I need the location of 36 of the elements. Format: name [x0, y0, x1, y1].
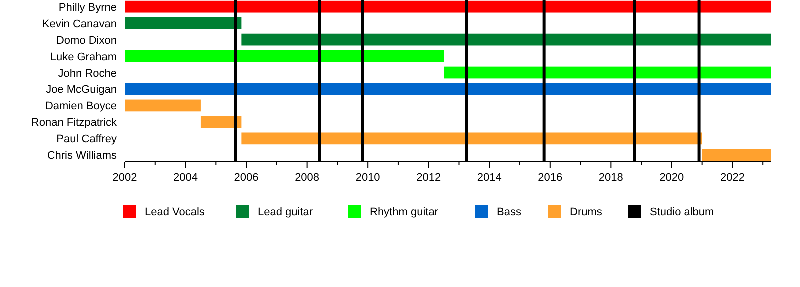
y-tick-label: Domo Dixon — [56, 34, 117, 47]
legend-label: Drums — [570, 206, 603, 218]
y-tick-label: Joe McGuigan — [46, 84, 117, 96]
x-tick-label: 2014 — [477, 172, 502, 184]
legend-label: Lead guitar — [258, 206, 314, 218]
bar — [242, 132, 702, 145]
legend-label: Lead Vocals — [145, 206, 206, 218]
bar — [125, 100, 201, 112]
y-tick-label: Paul Caffrey — [56, 134, 118, 146]
y-tick-label: John Roche — [58, 68, 117, 80]
y-tick-label: Kevin Canavan — [42, 18, 117, 30]
x-tick-label: 2010 — [356, 172, 380, 184]
y-tick-label: Damien Boyce — [45, 100, 117, 113]
y-tick-label: Ronan Fitzpatrick — [31, 117, 118, 130]
bar — [125, 50, 444, 62]
bar — [125, 17, 242, 30]
x-tick-label: 2004 — [174, 172, 198, 184]
bar — [702, 149, 771, 162]
x-tick-label: 2022 — [720, 172, 745, 184]
x-tick-label: 2006 — [234, 172, 259, 184]
y-tick-label: Chris Williams — [47, 150, 118, 162]
x-tick-label: 2002 — [112, 172, 138, 184]
x-tick-label: 2016 — [538, 172, 563, 184]
x-tick-label: 2018 — [598, 172, 624, 184]
bar — [444, 66, 771, 79]
legend-label: Studio album — [650, 206, 714, 218]
legend-label: Rhythm guitar — [370, 206, 439, 218]
bar — [125, 0, 771, 13]
x-tick-label: 2020 — [660, 172, 684, 184]
legend-label: Bass — [497, 206, 522, 218]
y-tick-label: Luke Graham — [50, 51, 117, 64]
bar — [125, 83, 771, 96]
bar — [242, 34, 771, 46]
x-tick-label: 2008 — [295, 172, 320, 184]
x-tick-label: 2012 — [416, 172, 442, 184]
y-tick-label: Philly Byrne — [58, 2, 117, 14]
